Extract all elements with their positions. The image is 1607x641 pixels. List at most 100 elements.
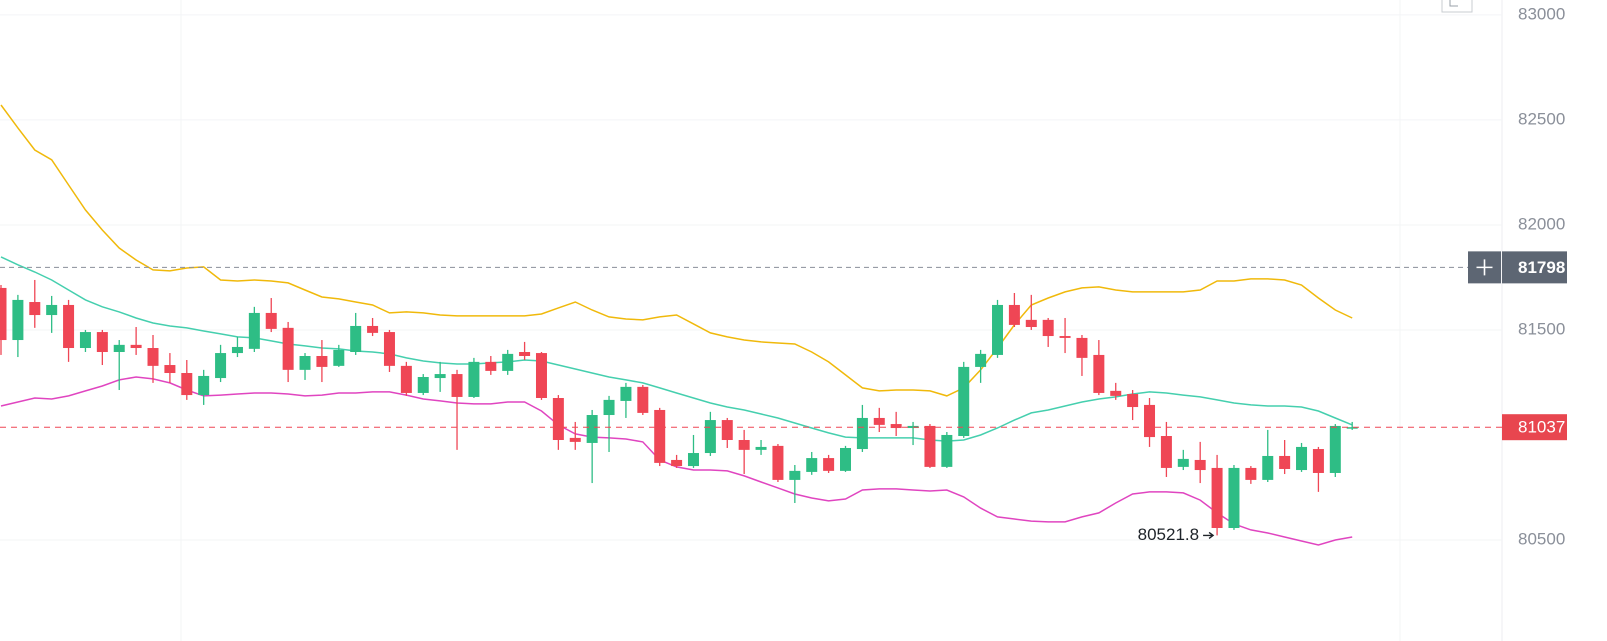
candle-body [823,458,835,471]
low-arrow [1203,531,1215,539]
candle-body [687,453,699,467]
candle-body [417,376,429,393]
candle-body [282,327,294,370]
candle-body [1042,319,1054,337]
icon-glyph [1449,0,1458,7]
candle-body [451,374,463,397]
candle-body [63,304,75,349]
candle-body [519,352,531,356]
candle-body [1025,319,1037,328]
candle-body [130,344,142,349]
candle-body [806,458,818,472]
y-tick-label: 82500 [1518,109,1565,128]
y-tick-label: 82000 [1518,214,1565,233]
candle-body [1279,455,1291,469]
candle-body [1008,304,1020,325]
candle-body [1312,449,1324,473]
candle-body [569,437,581,442]
candle-body [1346,427,1358,429]
candle-body [46,304,58,316]
candle-body [603,399,615,416]
candle-body [941,434,953,467]
candle-body [992,304,1004,355]
low-label: 80521.8 [1138,525,1199,544]
candle-body [198,375,210,396]
band-line [0,256,1353,442]
candle-body [535,353,547,398]
candle-body [924,425,936,467]
candle-body [1144,404,1156,438]
candle-body [856,417,868,450]
candle-body [1211,467,1223,529]
candle-body [1329,425,1341,473]
candle-body [1127,394,1139,408]
candle-body [620,386,632,401]
y-tick-label: 83000 [1518,4,1565,23]
bands [0,104,1353,546]
candle-body [772,445,784,480]
candle-body [1076,337,1088,358]
candle-body [367,325,379,333]
candle-body [789,470,801,480]
candle-body [147,348,159,366]
candle-body [1110,390,1122,396]
candle-body [755,446,767,450]
candle-body [704,420,716,454]
candle-body [1228,467,1240,529]
candle-body [434,374,446,379]
crosshair-price: 81798 [1518,258,1565,277]
candle-body [1093,354,1105,393]
candle-body [485,361,497,371]
candle-body [383,332,395,366]
band-line [0,104,1353,397]
candle-body [552,397,564,441]
candle-body [1245,467,1257,480]
y-tick-label: 81500 [1518,319,1565,338]
candle-body [840,447,851,471]
candle-body [671,459,683,467]
candle-body [873,417,885,425]
candle-body [79,332,91,349]
candle-body [0,287,7,341]
candle-body [1059,336,1071,338]
last-price-box [1502,414,1567,441]
candle-body [164,365,176,374]
candles [0,279,1358,536]
candle-body [350,325,362,353]
candle-body [1262,455,1274,480]
candle-body [654,409,666,463]
candle-body [333,349,345,366]
candle-body [586,415,598,443]
crosshair-price-box [1502,251,1567,284]
candle-body [181,373,193,396]
candle-body [215,353,227,379]
candle-body [958,366,970,437]
candle-body [113,344,125,353]
last-price: 81037 [1518,418,1565,437]
candle-body [299,355,311,370]
candle-body [1160,436,1172,468]
y-tick-label: 80500 [1518,529,1565,548]
candle-body [468,361,480,397]
candle-body [12,299,24,341]
candle-body [721,420,733,441]
candle-body [1194,459,1206,471]
candle-body [248,312,260,349]
candle-body [96,332,108,353]
candle-body [502,353,514,371]
candle-body [29,302,41,316]
ticks: 80500 81500 82000 82500 83000 [0,4,1565,548]
candle-body [1296,446,1308,471]
candle-body [738,440,750,450]
candle-body [231,346,243,354]
candle-body [265,312,277,329]
candle-body [637,386,649,413]
candle-body [890,424,902,429]
candle-body [1177,458,1189,467]
candle-body [400,365,412,393]
plus-icon [1476,259,1493,276]
candle-body [316,355,328,367]
candle-body [975,353,987,367]
